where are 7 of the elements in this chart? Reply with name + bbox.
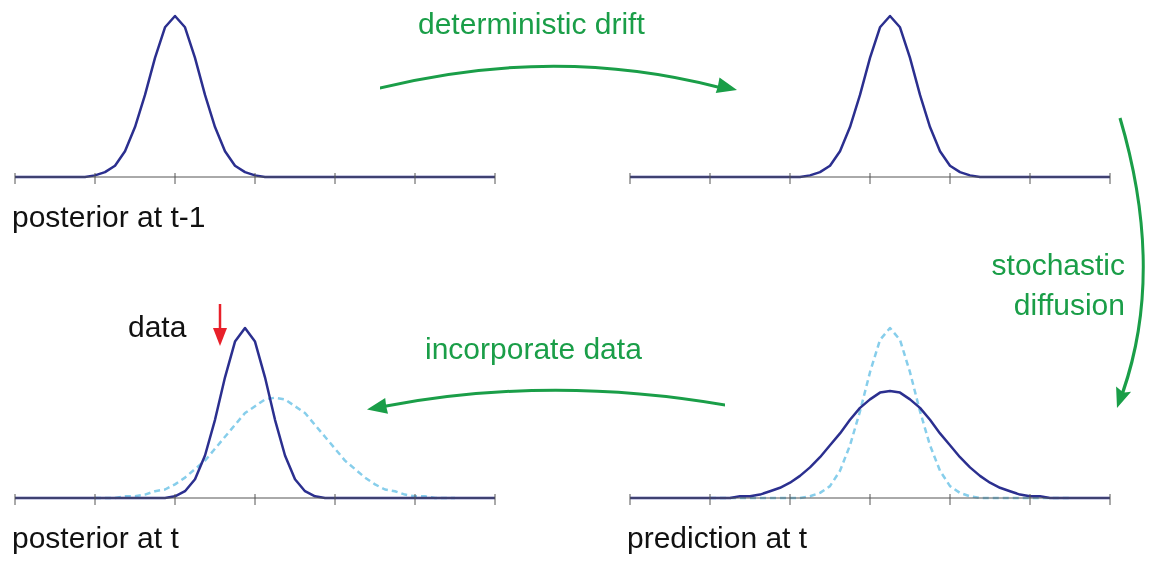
x-axis-title: posterior at t-1: [12, 200, 206, 234]
annotation: data: [128, 309, 188, 345]
x-axis-title: posterior at t: [12, 521, 179, 555]
annotation: deterministic drift: [418, 6, 646, 42]
x-axis-title: prediction at t: [627, 521, 808, 555]
text: stochastic diffusion: [990, 247, 1125, 323]
annotation: incorporate data: [425, 331, 643, 367]
